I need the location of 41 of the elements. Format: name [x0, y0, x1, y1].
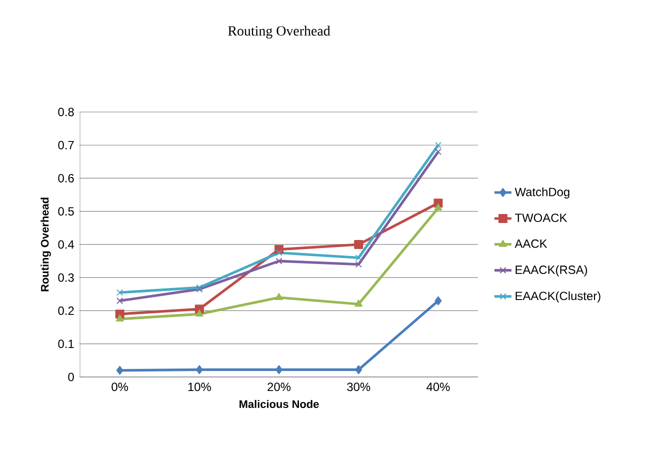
y-tick-label: 0: [68, 372, 74, 382]
point: [196, 365, 203, 374]
point: [354, 240, 364, 249]
y-tick-label: 0.5: [58, 207, 74, 216]
point: [434, 296, 442, 306]
point: [434, 204, 442, 211]
y-tick-label: 0.6: [58, 174, 74, 182]
point: [195, 310, 204, 317]
legend-label: TWOACK: [514, 214, 568, 222]
point: [276, 249, 282, 256]
point: [434, 148, 442, 156]
legend-label: WatchDog: [514, 187, 570, 199]
point: [434, 142, 442, 148]
x-tick-label: 20%: [268, 382, 291, 392]
y-axis-title: Routing Overhead: [40, 198, 51, 292]
point: [355, 261, 362, 268]
y-tick-label: 0.1: [58, 340, 74, 348]
point: [354, 300, 363, 307]
y-tick-label: 0.3: [58, 273, 74, 282]
x-tick-label: 10%: [188, 382, 211, 392]
point: [355, 365, 362, 374]
x-tick-label: 30%: [347, 382, 370, 392]
x-tick-label: 40%: [426, 382, 450, 392]
y-tick-label: 0.8: [58, 108, 74, 116]
point: [276, 365, 282, 374]
point: [116, 314, 124, 322]
legend-label: AACK: [514, 239, 548, 248]
legend-label: EAACK(RSA): [516, 265, 588, 276]
y-tick-label: 0.2: [58, 306, 74, 315]
point: [275, 293, 283, 300]
point: [116, 297, 124, 304]
point: [355, 254, 362, 262]
point: [116, 366, 124, 375]
legend-label: EAACK(Cluster): [516, 291, 600, 303]
y-tick-label: 0.7: [58, 140, 74, 150]
chart-title: Routing Overhead: [228, 26, 330, 38]
y-tick-label: 0.4: [58, 240, 74, 249]
x-axis-title: Malicious Node: [240, 400, 319, 408]
x-tick-label: 0%: [112, 382, 128, 392]
point: [276, 258, 282, 264]
point: [116, 289, 124, 296]
